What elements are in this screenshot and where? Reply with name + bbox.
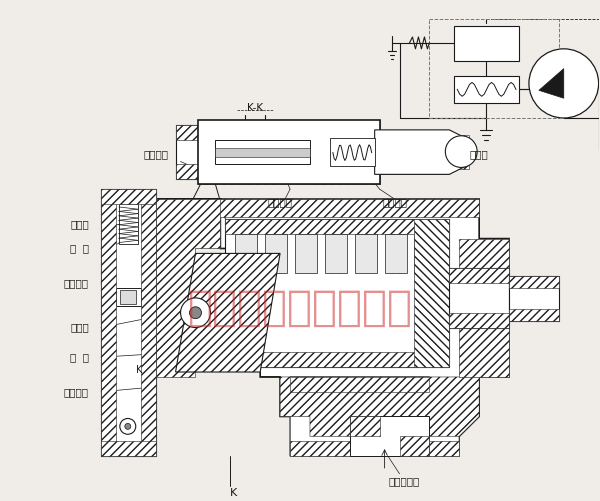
Circle shape bbox=[120, 418, 136, 434]
Text: 上法兰: 上法兰 bbox=[70, 219, 89, 229]
Polygon shape bbox=[445, 135, 469, 169]
Polygon shape bbox=[509, 276, 559, 288]
Bar bbox=[325, 233, 347, 273]
Polygon shape bbox=[415, 219, 449, 367]
Polygon shape bbox=[374, 130, 469, 174]
Text: 斜度盘: 斜度盘 bbox=[70, 323, 89, 333]
Polygon shape bbox=[260, 377, 479, 436]
Polygon shape bbox=[350, 416, 430, 456]
Polygon shape bbox=[155, 199, 479, 217]
Text: K: K bbox=[230, 487, 237, 497]
Polygon shape bbox=[374, 130, 449, 140]
Polygon shape bbox=[101, 189, 116, 456]
Circle shape bbox=[125, 423, 131, 429]
Polygon shape bbox=[290, 441, 459, 456]
Polygon shape bbox=[141, 189, 155, 456]
Text: K: K bbox=[136, 365, 143, 375]
Text: 弹  簧: 弹 簧 bbox=[70, 243, 89, 254]
Text: 伽利略系一欧洲品质: 伽利略系一欧洲品质 bbox=[187, 287, 413, 329]
Polygon shape bbox=[226, 352, 449, 367]
Polygon shape bbox=[310, 120, 330, 184]
Polygon shape bbox=[459, 238, 509, 377]
Bar bbox=[215, 140, 310, 164]
Text: K-K: K-K bbox=[247, 103, 263, 113]
Polygon shape bbox=[226, 219, 449, 233]
Bar bbox=[454, 76, 519, 103]
Bar bbox=[330, 138, 374, 166]
Circle shape bbox=[181, 298, 211, 328]
Bar bbox=[430, 19, 559, 118]
Polygon shape bbox=[199, 120, 380, 184]
Circle shape bbox=[529, 49, 599, 118]
Bar bbox=[119, 204, 138, 243]
Bar bbox=[430, 19, 559, 118]
Polygon shape bbox=[199, 169, 380, 184]
Bar bbox=[235, 233, 257, 273]
Bar bbox=[265, 233, 287, 273]
Polygon shape bbox=[400, 436, 430, 456]
Text: 变量活塞: 变量活塞 bbox=[64, 278, 89, 288]
Bar bbox=[116, 288, 141, 306]
Bar bbox=[509, 276, 559, 321]
Bar bbox=[395, 10, 589, 167]
Polygon shape bbox=[101, 189, 155, 204]
Polygon shape bbox=[199, 120, 380, 135]
Text: 销  轴: 销 轴 bbox=[70, 352, 89, 362]
Polygon shape bbox=[101, 189, 155, 456]
Circle shape bbox=[190, 307, 202, 319]
Text: 调节杆: 调节杆 bbox=[470, 150, 488, 160]
Polygon shape bbox=[290, 377, 430, 392]
Circle shape bbox=[445, 136, 477, 167]
Polygon shape bbox=[176, 125, 199, 140]
Polygon shape bbox=[449, 268, 509, 283]
Polygon shape bbox=[155, 199, 220, 377]
Polygon shape bbox=[176, 164, 199, 179]
Polygon shape bbox=[226, 219, 449, 367]
Text: 恒压阀体: 恒压阀体 bbox=[143, 150, 168, 160]
Text: 进口或出口: 进口或出口 bbox=[389, 476, 420, 486]
Bar bbox=[215, 148, 310, 156]
Bar bbox=[415, 233, 436, 273]
Text: 恒压阀芯: 恒压阀芯 bbox=[268, 197, 293, 207]
Polygon shape bbox=[449, 268, 509, 328]
Bar bbox=[454, 26, 519, 61]
Bar bbox=[355, 233, 377, 273]
Polygon shape bbox=[350, 416, 380, 436]
Bar bbox=[120, 290, 136, 304]
Polygon shape bbox=[449, 313, 509, 328]
Polygon shape bbox=[290, 377, 459, 456]
Text: 变量壳体: 变量壳体 bbox=[64, 387, 89, 397]
Polygon shape bbox=[199, 120, 215, 184]
Polygon shape bbox=[155, 298, 220, 308]
Bar bbox=[385, 233, 407, 273]
Bar bbox=[295, 233, 317, 273]
Polygon shape bbox=[539, 69, 564, 98]
Polygon shape bbox=[176, 125, 199, 179]
Polygon shape bbox=[176, 254, 280, 372]
Polygon shape bbox=[101, 441, 155, 456]
Polygon shape bbox=[509, 309, 559, 321]
Text: 调节弹簧: 调节弹簧 bbox=[382, 197, 407, 207]
Polygon shape bbox=[155, 199, 509, 436]
Polygon shape bbox=[374, 164, 449, 174]
